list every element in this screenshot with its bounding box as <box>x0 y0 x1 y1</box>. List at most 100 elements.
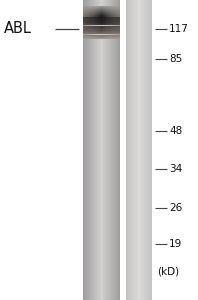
Bar <box>94 19 95 20</box>
Bar <box>107 34 108 35</box>
Bar <box>110 19 111 20</box>
Bar <box>95 31 96 32</box>
Bar <box>85 6 86 7</box>
Bar <box>87 24 88 25</box>
Bar <box>106 15 107 16</box>
Bar <box>91 19 92 20</box>
Bar <box>85 18 86 19</box>
Bar <box>113 23 114 24</box>
Bar <box>109 32 110 33</box>
Bar <box>117 24 118 25</box>
Bar <box>88 21 89 22</box>
Bar <box>83 27 84 28</box>
Bar <box>107 6 108 7</box>
Bar <box>94 23 95 24</box>
Bar <box>142 0 143 300</box>
Bar <box>84 13 85 14</box>
Bar <box>88 7 89 8</box>
Bar <box>119 36 120 37</box>
Bar <box>112 12 113 13</box>
Bar <box>118 36 119 37</box>
Bar <box>95 13 96 14</box>
Bar <box>116 20 117 21</box>
Bar <box>119 37 120 38</box>
Bar <box>103 0 104 300</box>
Bar <box>85 26 86 27</box>
Bar <box>109 17 110 18</box>
Bar <box>94 20 95 21</box>
Bar <box>98 13 99 14</box>
Bar <box>144 0 145 300</box>
Bar <box>89 12 90 13</box>
Bar <box>110 30 111 31</box>
Bar <box>111 37 112 38</box>
Bar <box>151 0 152 300</box>
Bar <box>97 29 98 30</box>
Bar <box>114 35 115 36</box>
Bar <box>110 26 111 27</box>
Bar <box>107 9 108 10</box>
Bar <box>112 23 113 24</box>
Bar <box>98 11 99 12</box>
Bar <box>107 26 108 27</box>
Bar <box>106 0 107 300</box>
Bar <box>99 23 100 24</box>
Bar <box>86 38 87 39</box>
Bar <box>88 38 89 39</box>
Bar <box>100 27 101 28</box>
Bar <box>89 36 90 37</box>
Bar <box>119 16 120 17</box>
Bar <box>91 18 92 19</box>
Bar <box>95 21 96 22</box>
Bar <box>113 30 114 31</box>
Bar <box>104 11 105 12</box>
Bar <box>95 15 96 16</box>
Bar <box>112 34 113 35</box>
Bar <box>113 36 114 37</box>
Bar <box>93 27 94 28</box>
Bar <box>110 23 111 24</box>
Bar <box>106 20 107 21</box>
Bar <box>149 0 150 300</box>
Bar <box>116 30 117 31</box>
Bar <box>111 11 112 12</box>
Bar <box>84 17 85 18</box>
Bar <box>88 35 89 36</box>
Bar <box>95 30 96 31</box>
Bar <box>111 16 112 17</box>
Text: 117: 117 <box>169 23 189 34</box>
Bar <box>119 35 120 36</box>
Bar <box>91 0 92 300</box>
Bar <box>106 27 107 28</box>
Bar <box>104 14 105 15</box>
Bar <box>119 18 120 19</box>
Bar <box>102 32 103 33</box>
Bar <box>92 6 93 7</box>
Bar <box>110 29 111 30</box>
Bar <box>101 33 102 34</box>
Bar <box>116 18 117 19</box>
Bar <box>88 19 89 20</box>
Bar <box>116 10 117 11</box>
Bar <box>115 12 116 13</box>
Bar <box>97 11 98 12</box>
Bar <box>97 35 98 36</box>
Bar <box>108 6 109 7</box>
Bar <box>92 29 93 30</box>
Bar <box>118 31 119 32</box>
Bar <box>104 23 105 24</box>
Bar <box>86 0 87 300</box>
Bar <box>118 27 119 28</box>
Bar <box>108 19 109 20</box>
Bar <box>118 28 119 29</box>
Bar <box>93 24 94 25</box>
Bar <box>95 10 96 11</box>
Bar <box>114 10 115 11</box>
Bar <box>87 27 88 28</box>
Bar <box>104 26 105 27</box>
Bar <box>113 10 114 11</box>
Bar <box>114 11 115 12</box>
Bar <box>89 13 90 14</box>
Bar <box>105 12 106 13</box>
Bar <box>95 33 96 34</box>
